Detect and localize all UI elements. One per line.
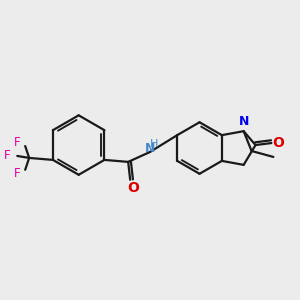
Text: N: N: [238, 115, 249, 128]
Text: H: H: [150, 139, 158, 149]
Text: F: F: [14, 167, 21, 180]
Text: O: O: [272, 136, 284, 150]
Text: F: F: [14, 136, 21, 148]
Text: O: O: [127, 181, 139, 195]
Text: F: F: [4, 149, 11, 162]
Text: N: N: [145, 142, 155, 154]
